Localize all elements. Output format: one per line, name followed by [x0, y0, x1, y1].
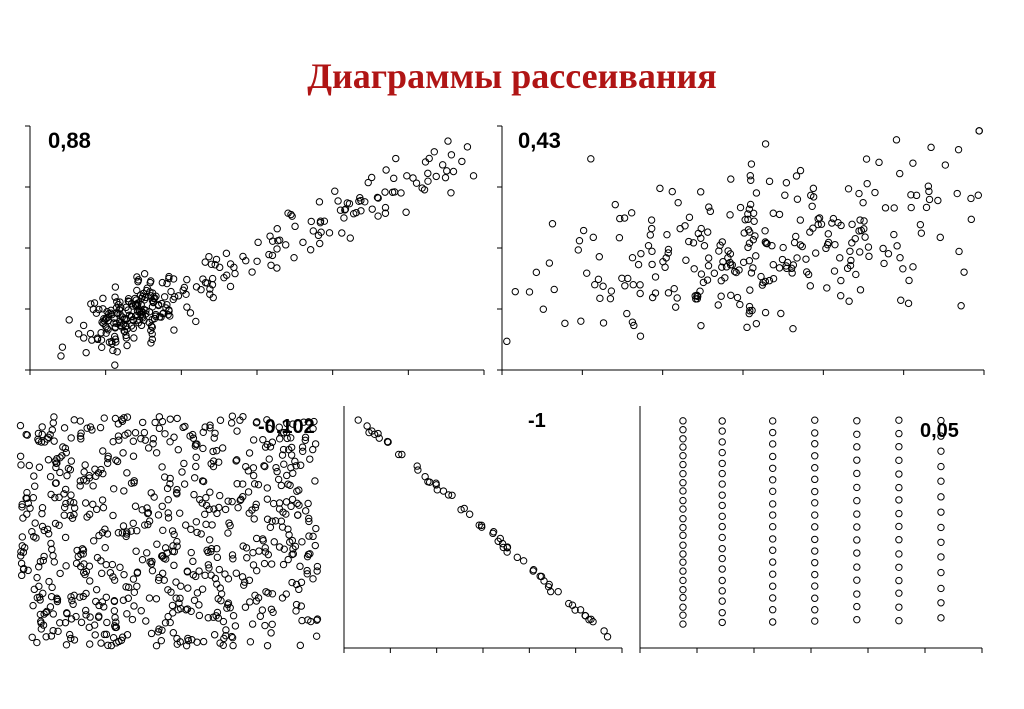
scatter-plot-neg1	[340, 400, 628, 660]
correlation-label-088: 0,88	[48, 128, 91, 154]
scatter-panel-neg1	[340, 400, 628, 660]
scatter-panel-neg0102	[10, 400, 330, 660]
scatter-plot-088	[18, 120, 490, 382]
scatter-panel-043	[490, 120, 990, 382]
correlation-label-005: 0,05	[920, 420, 959, 443]
correlation-label-043: 0,43	[518, 128, 561, 154]
scatter-plot-neg0102	[10, 400, 330, 660]
correlation-label-neg0102: -0,102	[258, 416, 315, 439]
correlation-label-neg1: -1	[528, 410, 546, 433]
page-title: Диаграммы рассеивания	[0, 55, 1024, 97]
scatter-panel-088	[18, 120, 490, 382]
page-root: { "title": { "text": "Диаграммы рассеива…	[0, 0, 1024, 709]
scatter-plot-043	[490, 120, 990, 382]
